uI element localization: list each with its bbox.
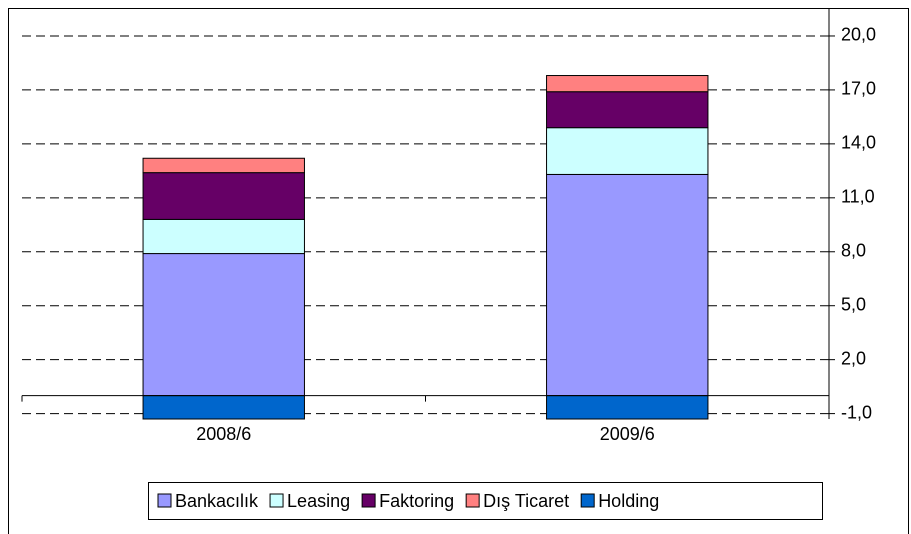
legend-swatch [157, 493, 172, 508]
legend-label: Faktoring [379, 491, 454, 511]
legend-label: Dış Ticaret [483, 491, 569, 511]
y-tick-label: 2,0 [841, 348, 866, 368]
bar [142, 157, 305, 174]
x-tick-label: 2009/6 [600, 424, 655, 444]
bar [546, 75, 709, 93]
legend-swatch [361, 493, 376, 508]
y-tick-label: 8,0 [841, 241, 866, 261]
y-tick-label: 17,0 [841, 79, 876, 99]
bar [546, 173, 709, 397]
legend-swatch [465, 493, 480, 508]
y-tick-label: 14,0 [841, 133, 876, 153]
chart-frame [8, 8, 909, 534]
x-tick-label: 2008/6 [196, 424, 251, 444]
y-tick-label: 20,0 [841, 25, 876, 45]
bar [142, 172, 305, 220]
legend-label: Holding [598, 491, 659, 511]
legend-swatch [580, 493, 595, 508]
y-tick-label: 11,0 [841, 187, 875, 207]
legend-box [148, 482, 823, 520]
legend-label: Leasing [287, 491, 350, 511]
bar [142, 395, 305, 420]
bar [546, 395, 709, 420]
bar [546, 127, 709, 175]
bar [142, 253, 305, 397]
legend-label: Bankacılık [175, 491, 259, 511]
y-tick-label: -1,0 [841, 402, 872, 422]
y-tick-label: 5,0 [841, 294, 866, 314]
legend-swatch [269, 493, 284, 508]
bar [142, 218, 305, 255]
bar [546, 91, 709, 129]
